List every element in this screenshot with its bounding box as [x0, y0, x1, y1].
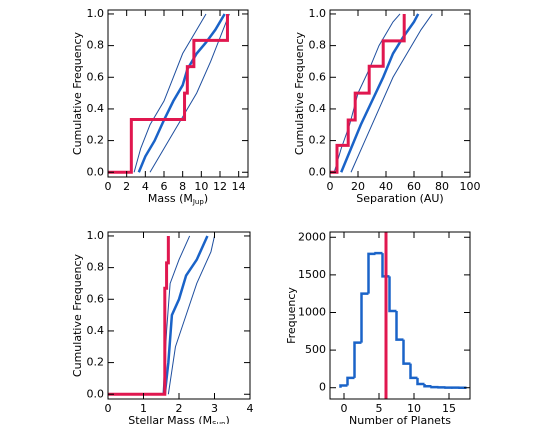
x-tick-label: 80	[435, 180, 449, 193]
x-tick-label: 8	[179, 180, 186, 193]
axes-frame	[107, 231, 251, 400]
cdf-line	[163, 235, 209, 395]
cdf-line	[133, 13, 207, 173]
plot-area	[108, 13, 230, 174]
y-tick-label: 0.2	[87, 134, 105, 147]
y-tick-label: 0.4	[87, 102, 105, 115]
y-tick-label: 0	[319, 381, 326, 394]
y-tick-label: 0.2	[309, 134, 327, 147]
y-tick-label: 0.6	[87, 70, 105, 83]
panel: 0 1 2 3 4 0.0 0.2 0.4 0.6 0.8 1.0 Stellar Mass (MSu…	[71, 229, 254, 424]
y-axis-label: Cumulative Frequency	[293, 31, 306, 155]
y-tick-label: 0.0	[87, 387, 105, 400]
plot-area	[108, 235, 215, 396]
y-tick-label: 0.4	[309, 102, 327, 115]
cdf-line	[149, 13, 230, 173]
x-tick-label: 4	[142, 180, 149, 193]
panel: 0 20 40 60 80 100 0.0 0.2 0.4 0.6 0.8 1.0 Separation…	[293, 7, 481, 205]
y-axis-label: Cumulative Frequency	[71, 253, 84, 377]
hist-bin	[423, 383, 432, 388]
hist-bin	[339, 384, 348, 388]
y-tick-label: 0.0	[87, 165, 105, 178]
y-tick-label: 0.2	[87, 356, 105, 369]
x-tick-label: 15	[442, 402, 456, 415]
cdf-line	[108, 13, 229, 174]
y-tick-label: 0.6	[87, 292, 105, 305]
x-tick-label: 10	[194, 180, 208, 193]
y-tick-label: 0.4	[87, 324, 105, 337]
cdf-line	[108, 235, 170, 396]
plot-area	[330, 13, 433, 174]
y-tick-label: 0.8	[87, 261, 105, 274]
hist-bin	[409, 363, 418, 380]
hist-bin	[430, 385, 439, 389]
y-tick-label: 0.8	[87, 39, 105, 52]
x-label-main: Number of Planets	[349, 414, 451, 424]
x-tick-label: 0	[105, 180, 112, 193]
y-tick-label: 2000	[298, 230, 326, 243]
x-tick-label: 60	[407, 180, 421, 193]
hist-bin	[346, 376, 355, 386]
x-axis-label: Mass (MJup)	[148, 192, 208, 206]
y-tick-label: 1.0	[309, 7, 327, 20]
x-tick-label: 2	[176, 402, 183, 415]
y-tick-label: 1500	[298, 268, 326, 281]
y-tick-label: 1000	[298, 305, 326, 318]
hist-bin	[416, 377, 425, 386]
hist-bin	[360, 292, 369, 343]
cdf-line	[167, 235, 215, 395]
cdf-line	[137, 13, 226, 173]
x-label-sub: Jup	[192, 198, 205, 206]
panel: 0 2 4 6 8 10 12 14 0.0 0.2 0.4 0.6 0.8 1.0 Mass (MJup)…	[71, 7, 249, 206]
x-axis-label: Separation (AU)	[356, 192, 443, 205]
cdf-line	[340, 13, 420, 173]
y-axis-label: Cumulative Frequency	[71, 31, 84, 155]
y-tick-label: 1.0	[87, 7, 105, 20]
y-axis-label: Frequency	[285, 287, 298, 344]
hist-bin	[395, 310, 404, 341]
plot-area	[339, 232, 467, 399]
y-tick-label: 0.8	[309, 39, 327, 52]
cdf-line	[350, 13, 433, 173]
y-tick-label: 0.0	[309, 165, 327, 178]
hist-bin	[367, 252, 376, 294]
x-tick-label: 0	[327, 180, 334, 193]
y-tick-label: 500	[305, 343, 326, 356]
x-tick-label: 0	[341, 402, 348, 415]
x-tick-label: 14	[232, 180, 246, 193]
x-axis-label: Stellar Mass (MSun)	[128, 414, 230, 424]
axes-frame	[329, 231, 471, 400]
x-tick-label: 2	[123, 180, 130, 193]
x-tick-label: 20	[351, 180, 365, 193]
axes-frame	[329, 9, 471, 178]
x-label-main: Separation (AU)	[356, 192, 443, 205]
hist-bin	[374, 251, 383, 255]
hist-bin	[402, 339, 411, 365]
x-tick-label: 10	[407, 402, 421, 415]
x-tick-label: 4	[247, 402, 254, 415]
y-tick-label: 0.6	[309, 70, 327, 83]
x-tick-label: 12	[213, 180, 227, 193]
x-label-sub: Sun	[212, 420, 225, 424]
x-axis-label: Number of Planets	[349, 414, 451, 424]
x-label-end: )	[204, 192, 208, 205]
axes-frame	[107, 9, 249, 178]
x-tick-label: 5	[376, 402, 383, 415]
x-label-end: )	[225, 414, 229, 424]
x-label-main: Mass (M	[148, 192, 193, 205]
hist-bin	[388, 276, 397, 313]
cdf-line	[330, 13, 406, 174]
x-tick-label: 0	[105, 402, 112, 415]
x-tick-label: 1	[140, 402, 147, 415]
x-tick-label: 6	[161, 180, 168, 193]
x-tick-label: 3	[211, 402, 218, 415]
x-tick-label: 100	[460, 180, 481, 193]
panel: 0 5 10 15 0 500 1000 1500 2000 Number of Planets F…	[285, 230, 471, 424]
x-tick-label: 40	[379, 180, 393, 193]
hist-bin	[353, 341, 362, 378]
x-label-main: Stellar Mass (M	[128, 414, 212, 424]
y-tick-label: 1.0	[87, 229, 105, 242]
